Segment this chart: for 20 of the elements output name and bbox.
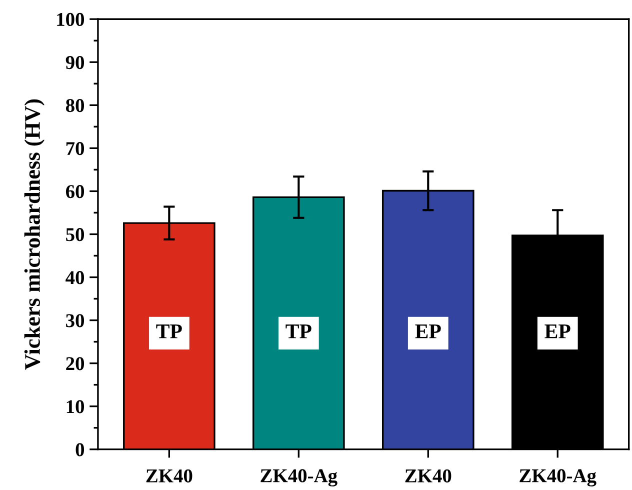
y-tick-label: 0 [76,443,84,456]
y-tick-label: 100 [57,12,84,26]
y-tick-label: 80 [66,98,84,112]
y-tick-label: 60 [66,185,84,198]
annotation: EP [544,324,570,338]
x-tick-label: ZK40 [146,469,192,482]
annotation: TP [286,324,312,338]
y-tick-label: 50 [66,228,84,242]
y-tick-label: 10 [66,400,84,414]
x-tick-label: ZK40-Ag [520,469,596,486]
x-tick-label: ZK40-Ag [260,469,338,486]
y-tick-label: 90 [66,56,84,70]
y-tick-label: 20 [66,357,84,370]
annotation: EP [415,324,441,338]
x-tick-label: ZK40 [405,469,452,482]
y-tick-label: 30 [66,314,84,328]
y-tick-label: 70 [66,142,84,156]
annotation: TP [156,324,182,338]
y-axis-title: Vickers microhardness (HV) [24,99,44,370]
y-tick-label: 40 [66,271,84,284]
